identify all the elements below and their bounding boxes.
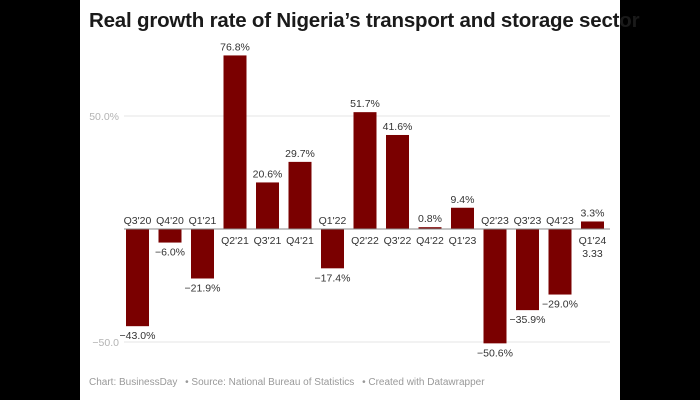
bar: [223, 55, 247, 229]
bar: [548, 229, 572, 295]
source-link[interactable]: • Source: National Bureau of Statistics: [185, 377, 355, 388]
bar: [516, 229, 539, 311]
category-label: Q3'23: [514, 215, 542, 227]
bar: [126, 229, 149, 327]
bar: [256, 182, 279, 229]
category-label: Q2'23: [481, 215, 509, 227]
bar: [288, 161, 312, 229]
value-label: −6.0%: [155, 247, 185, 259]
category-label: Q3'21: [254, 235, 282, 247]
bar: [353, 112, 377, 229]
bar: [321, 229, 344, 269]
value-label: 51.7%: [350, 98, 380, 110]
category-label: Q1'22: [319, 215, 347, 227]
value-label: −21.9%: [185, 282, 221, 294]
y-tick-label: 50.0%: [89, 111, 119, 123]
category-label: Q3'20: [124, 215, 152, 227]
value-label: 41.6%: [383, 121, 413, 133]
value-label: −29.0%: [542, 299, 578, 311]
value-label: 29.7%: [285, 148, 315, 160]
bar: [483, 229, 507, 344]
category-label: Q1'24: [579, 235, 607, 247]
y-tick-label: −50.0: [92, 337, 119, 349]
value-label: −35.9%: [510, 314, 546, 326]
value-label: 9.4%: [451, 194, 475, 206]
chart-title: Real growth rate of Nigeria’s transport …: [89, 9, 640, 32]
category-label: Q4'23: [546, 215, 574, 227]
bar-chart: 50.0% −50.0−43.0% Q3'20 −6.0% Q4'20 −21.9% Q1'…: [89, 41, 610, 359]
bar: [418, 227, 442, 229]
category-label: Q4'22: [416, 235, 444, 247]
value-label: 76.8%: [220, 41, 250, 53]
value-label: 0.8%: [418, 213, 442, 225]
chart-footer: Chart: BusinessDay • Source: National Bu…: [89, 377, 490, 388]
bar: [386, 134, 409, 229]
category-label: Q2'21: [221, 235, 249, 247]
category-label: Q4'20: [156, 215, 184, 227]
value-label: −50.6%: [477, 347, 513, 359]
bar: [191, 229, 214, 279]
category-label: Q1'23: [449, 235, 477, 247]
value-label: 3.3%: [581, 207, 605, 219]
annotation-label: 3.33: [582, 248, 603, 260]
category-label: Q3'22: [384, 235, 412, 247]
chart-credit: Chart: BusinessDay: [89, 377, 178, 388]
bar: [451, 207, 474, 229]
bar: [158, 229, 182, 243]
category-label: Q4'21: [286, 235, 314, 247]
value-label: −43.0%: [120, 330, 156, 342]
category-label: Q2'22: [351, 235, 379, 247]
datawrapper-credit[interactable]: • Created with Datawrapper: [362, 377, 485, 388]
chart-panel: Real growth rate of Nigeria’s transport …: [80, 0, 640, 400]
value-label: 20.6%: [253, 168, 283, 180]
category-label: Q1'21: [189, 215, 217, 227]
bar: [581, 221, 604, 229]
value-label: −17.4%: [315, 272, 351, 284]
